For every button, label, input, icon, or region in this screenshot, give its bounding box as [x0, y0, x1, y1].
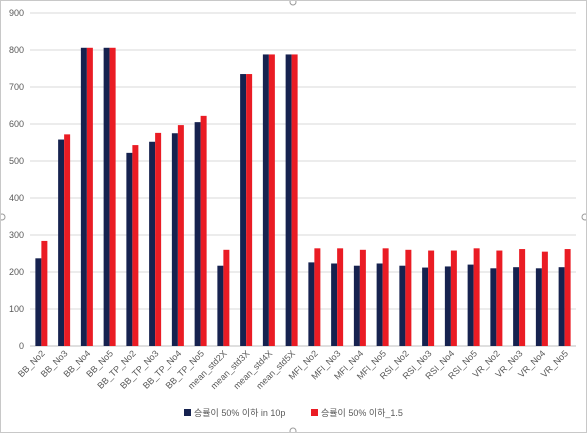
bar-series-1 — [80, 47, 87, 346]
bar-series-1 — [217, 265, 224, 346]
bar-series-2 — [541, 251, 548, 346]
bar-series-1 — [558, 267, 565, 346]
resize-handle-bottom[interactable] — [289, 427, 297, 435]
bar-series-1 — [513, 267, 520, 346]
bar-series-1 — [490, 268, 497, 346]
bar-series-1 — [467, 264, 474, 346]
y-tick-label: 800 — [9, 45, 24, 55]
y-tick-label: 200 — [9, 267, 24, 277]
bar-series-1 — [331, 263, 338, 346]
bar-series-1 — [58, 139, 65, 346]
y-tick-label: 600 — [9, 119, 24, 129]
bar-series-1 — [262, 54, 269, 346]
bar-series-2 — [246, 74, 253, 347]
bar-series-2 — [496, 250, 503, 346]
bar-series-2 — [564, 249, 571, 346]
y-tick-label: 100 — [9, 304, 24, 314]
bar-series-1 — [240, 74, 247, 347]
bar-series-1 — [149, 141, 156, 346]
y-tick-label: 900 — [9, 8, 24, 18]
y-tick-label: 300 — [9, 230, 24, 240]
bar-series-2 — [428, 250, 435, 346]
bar-series-1 — [103, 47, 110, 346]
bar-series-1 — [535, 268, 542, 346]
legend-label-series-2: 승률이 50% 이하_1.5 — [321, 408, 403, 418]
bar-series-2 — [109, 47, 116, 346]
bar-series-2 — [291, 54, 298, 346]
y-axis: 0 100 200 300 400 500 600 700 800 900 — [9, 8, 24, 351]
bar-series-1 — [194, 122, 201, 347]
bar-series-1 — [285, 54, 292, 346]
bar-series-2 — [405, 249, 412, 346]
resize-handle-left[interactable] — [0, 213, 6, 221]
bar-series-2 — [155, 132, 162, 346]
bar-series-2 — [314, 248, 321, 346]
gridlines — [30, 12, 576, 347]
bar-series-2 — [337, 248, 344, 346]
bar-series-2 — [41, 240, 48, 346]
y-tick-label: 0 — [19, 341, 24, 351]
bar-series-2 — [450, 250, 457, 346]
bar-series-2 — [223, 249, 230, 346]
bar-series-1 — [399, 265, 406, 346]
y-tick-label: 400 — [9, 193, 24, 203]
y-tick-label: 500 — [9, 156, 24, 166]
bar-series-1 — [376, 263, 383, 346]
x-axis: BB_No2BB_No3BB_No4BB_No5BB_TP_No2BB_TP_N… — [16, 348, 570, 391]
bar-series-2 — [64, 134, 71, 346]
bar-series-1 — [444, 266, 451, 346]
bar-series-1 — [35, 258, 42, 346]
bar-series-1 — [422, 267, 429, 346]
bar-series-1 — [171, 133, 178, 346]
bar-series-1 — [308, 262, 315, 346]
resize-handle-top[interactable] — [289, 0, 297, 6]
legend-swatch-series-2 — [311, 409, 318, 416]
bar-series-2 — [359, 249, 366, 346]
bar-series-1 — [126, 152, 133, 346]
bar-series-2 — [519, 249, 526, 346]
bar-series-2 — [382, 248, 389, 346]
bar-series-2 — [177, 125, 184, 346]
y-tick-label: 700 — [9, 82, 24, 92]
bar-series-2 — [473, 248, 480, 346]
legend-swatch-series-1 — [184, 409, 191, 416]
legend: 승률이 50% 이하 in 10p 승률이 50% 이하_1.5 — [184, 408, 403, 418]
legend-label-series-1: 승률이 50% 이하 in 10p — [194, 408, 285, 418]
bar-series-2 — [86, 47, 93, 346]
resize-handle-right[interactable] — [581, 213, 587, 221]
bars — [35, 47, 571, 347]
bar-series-2 — [132, 145, 139, 346]
bar-series-1 — [353, 265, 360, 346]
bar-series-2 — [268, 54, 275, 346]
bar-series-2 — [200, 115, 207, 346]
